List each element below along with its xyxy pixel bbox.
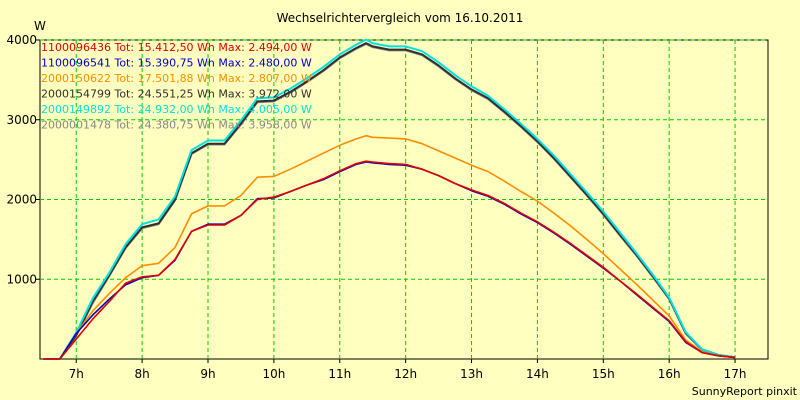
- y-tick-label: 2000: [6, 193, 37, 207]
- legend-entry-2000149892: 2000149892 Tot: 24.932,00 Wh Max: 4.005,…: [41, 103, 312, 116]
- series-line-1100096436: [43, 160, 736, 360]
- x-tick-label: 17h: [724, 367, 747, 381]
- legend-entry-2000001478: 2000001478 Tot: 24.380,75 Wh Max: 3.958,…: [41, 119, 312, 132]
- legend-entry-1100096541: 1100096541 Tot: 15.390,75 Wh Max: 2.480,…: [41, 57, 312, 70]
- x-tick-label: 9h: [200, 367, 215, 381]
- grid: [40, 39, 768, 359]
- x-tick-label: 11h: [328, 367, 351, 381]
- legend-entry-2000154799: 2000154799 Tot: 24.551,25 Wh Max: 3.972,…: [41, 88, 312, 101]
- x-tick-label: 14h: [526, 367, 549, 381]
- legend-entry-2000150622: 2000150622 Tot: 17.501,88 Wh Max: 2.807,…: [41, 72, 312, 85]
- x-tick-label: 13h: [460, 367, 483, 381]
- x-tick-label: 12h: [394, 367, 417, 381]
- x-tick-label: 15h: [592, 367, 615, 381]
- y-axis-unit: W: [34, 19, 46, 33]
- series-line-2000150622: [43, 134, 736, 360]
- legend: 1100096436 Tot: 15.412,50 Wh Max: 2.494,…: [41, 41, 312, 132]
- y-tick-label: 3000: [6, 113, 37, 127]
- series-line-2000154799: [43, 42, 736, 360]
- series-line-2000149892: [43, 38, 736, 360]
- x-axis-ticks: 7h 8h 9h 10h 11h 12h 13h 14h 15h 16h 17h: [69, 359, 747, 381]
- x-tick-label: 10h: [262, 367, 285, 381]
- x-tick-label: 16h: [658, 367, 681, 381]
- series-lines: [43, 38, 736, 360]
- y-axis-ticks: 1000 2000 3000 4000: [6, 33, 40, 286]
- x-tick-label: 8h: [134, 367, 149, 381]
- y-tick-label: 1000: [6, 272, 37, 286]
- footer-credit: SunnyReport pinxit: [692, 385, 798, 398]
- chart-title: Wechselrichtervergleich vom 16.10.2011: [277, 11, 524, 25]
- y-tick-label: 4000: [6, 33, 37, 47]
- legend-entry-1100096436: 1100096436 Tot: 15.412,50 Wh Max: 2.494,…: [41, 41, 312, 54]
- x-tick-label: 7h: [69, 367, 84, 381]
